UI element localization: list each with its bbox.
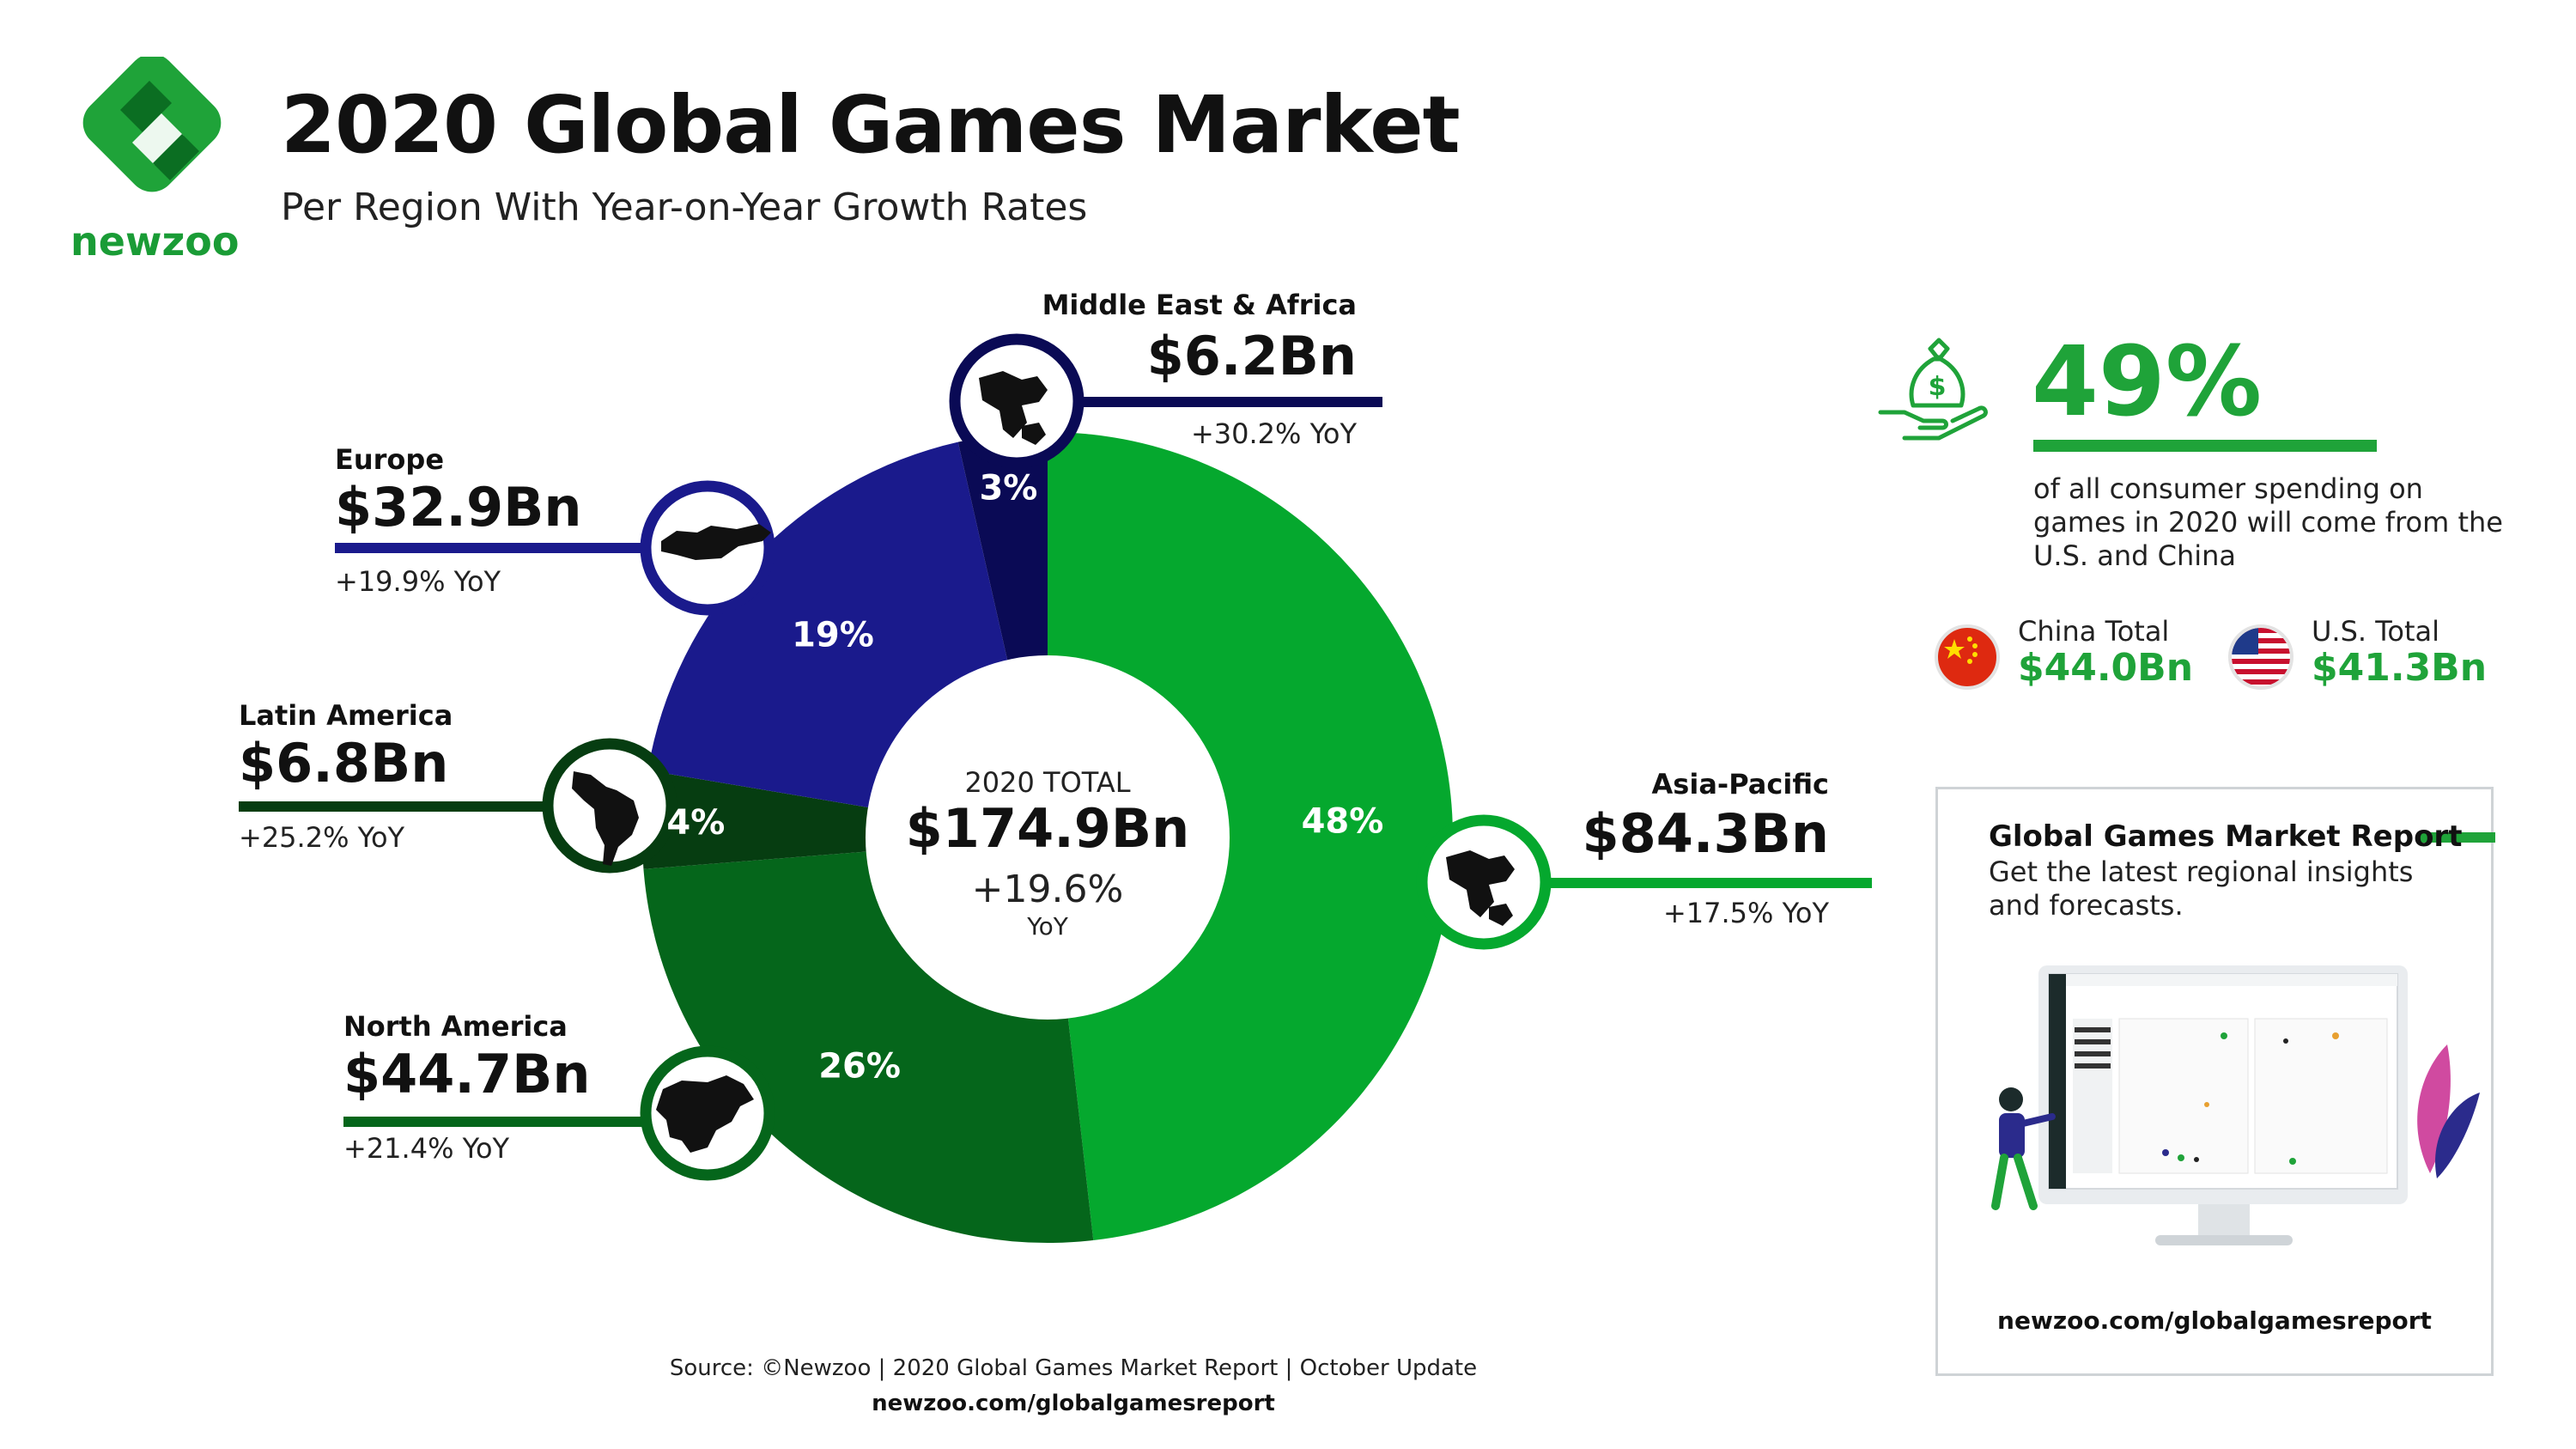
region-yoy-asia-pacific: +17.5% YoY: [1662, 897, 1829, 929]
report-subtitle: Get the latest regional insights and for…: [1989, 855, 2414, 922]
slice-latin-america: [642, 770, 878, 869]
asia-pacific-map-icon: [1446, 850, 1515, 926]
leader-line-north-america: [343, 1117, 704, 1127]
newzoo-logo: [82, 57, 222, 192]
footer-link[interactable]: newzoo.com/globalgamesreport: [872, 1391, 1275, 1416]
report-link[interactable]: newzoo.com/globalgamesreport: [1997, 1306, 2432, 1335]
badge-latin-america: [542, 738, 677, 874]
china-total-label: China Total: [2018, 615, 2170, 648]
region-value-asia-pacific: $84.3Bn: [1582, 802, 1829, 865]
center-growth-unit: YoY: [1027, 912, 1068, 941]
report-title: Global Games Market Report: [1989, 819, 2463, 854]
badge-middle-east-africa: [949, 333, 1084, 469]
leader-line-middle-east-africa: [1056, 397, 1382, 407]
badge-europe: [640, 480, 775, 616]
report-illustration: [1991, 965, 2480, 1245]
china-total-value: $44.0Bn: [2018, 646, 2194, 690]
center-total-value: $174.9Bn: [905, 797, 1190, 860]
north-america-map-icon: [656, 1075, 754, 1153]
page-title: 2020 Global Games Market: [281, 79, 1461, 171]
stat-underline: [2033, 440, 2377, 452]
region-value-middle-east-africa: $6.2Bn: [1146, 325, 1357, 387]
us-total-value: $41.3Bn: [2312, 646, 2488, 690]
svg-text:$: $: [1929, 372, 1947, 402]
badge-asia-pacific: [1416, 814, 1552, 950]
page-subtitle: Per Region With Year-on-Year Growth Rate…: [281, 186, 1088, 229]
report-accent-bar: [2418, 832, 2495, 843]
world-region-icon: [979, 371, 1048, 445]
region-name-europe: Europe: [335, 443, 445, 476]
slice-asia-pacific: [1048, 432, 1454, 1240]
center-growth: +19.6%: [971, 868, 1124, 911]
leader-line-asia-pacific: [1511, 878, 1872, 888]
stat-percent: 49%: [2032, 326, 2263, 438]
region-value-latin-america: $6.8Bn: [239, 732, 449, 795]
region-value-europe: $32.9Bn: [335, 476, 582, 539]
china-flag-icon: [1935, 624, 2000, 690]
slice-share-label: 19%: [792, 616, 874, 655]
center-total-label: 2020 TOTAL: [964, 766, 1131, 799]
region-yoy-latin-america: +25.2% YoY: [239, 821, 405, 854]
slice-share-label: 48%: [1302, 802, 1384, 842]
region-name-latin-america: Latin America: [239, 699, 453, 732]
us-flag-icon: [2228, 624, 2293, 690]
leader-line-europe: [335, 543, 704, 553]
slice-share-label: 4%: [666, 803, 725, 843]
latin-america-map-icon: [572, 771, 639, 866]
region-yoy-europe: +19.9% YoY: [335, 565, 501, 598]
source-note: Source: ©Newzoo | 2020 Global Games Mark…: [669, 1355, 1478, 1381]
slice-share-label: 3%: [979, 469, 1037, 508]
region-name-middle-east-africa: Middle East & Africa: [1042, 289, 1357, 321]
region-yoy-north-america: +21.4% YoY: [343, 1132, 510, 1165]
stat-description: of all consumer spending on games in 202…: [2033, 472, 2503, 572]
badge-north-america: [640, 1045, 775, 1181]
europe-map-icon: [661, 524, 771, 560]
region-name-north-america: North America: [343, 1010, 568, 1043]
donut-hole: [866, 655, 1230, 1020]
region-yoy-middle-east-africa: +30.2% YoY: [1190, 417, 1357, 450]
us-total-label: U.S. Total: [2312, 615, 2439, 648]
region-name-asia-pacific: Asia-Pacific: [1651, 768, 1829, 801]
logo-text: newzoo: [70, 218, 240, 265]
slice-share-label: 26%: [818, 1046, 901, 1086]
money-bag-hand-icon: $: [1878, 338, 1988, 441]
region-value-north-america: $44.7Bn: [343, 1043, 591, 1105]
slice-middle-east-africa: [957, 432, 1048, 670]
leader-line-latin-america: [239, 801, 608, 812]
slice-north-america: [643, 850, 1094, 1243]
